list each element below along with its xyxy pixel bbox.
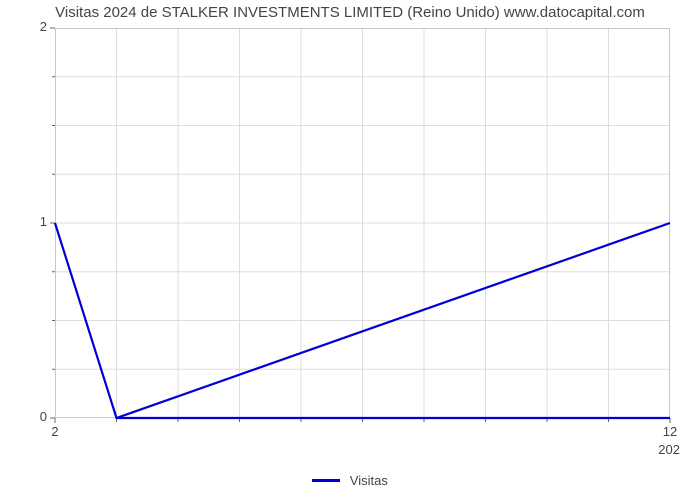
legend-label: Visitas: [350, 473, 388, 488]
chart-plot: [55, 28, 670, 418]
chart-title: Visitas 2024 de STALKER INVESTMENTS LIMI…: [0, 4, 700, 21]
y-tick-label: 2: [7, 19, 47, 34]
y-tick-label: 1: [7, 214, 47, 229]
x-axis-secondary-label: 202: [640, 442, 680, 457]
x-tick-label: 2: [51, 424, 58, 439]
chart-legend: Visitas: [0, 472, 700, 488]
x-tick-label: 12: [663, 424, 677, 439]
chart-container: Visitas 2024 de STALKER INVESTMENTS LIMI…: [0, 0, 700, 500]
legend-swatch: [312, 479, 340, 482]
y-tick-label: 0: [7, 409, 47, 424]
